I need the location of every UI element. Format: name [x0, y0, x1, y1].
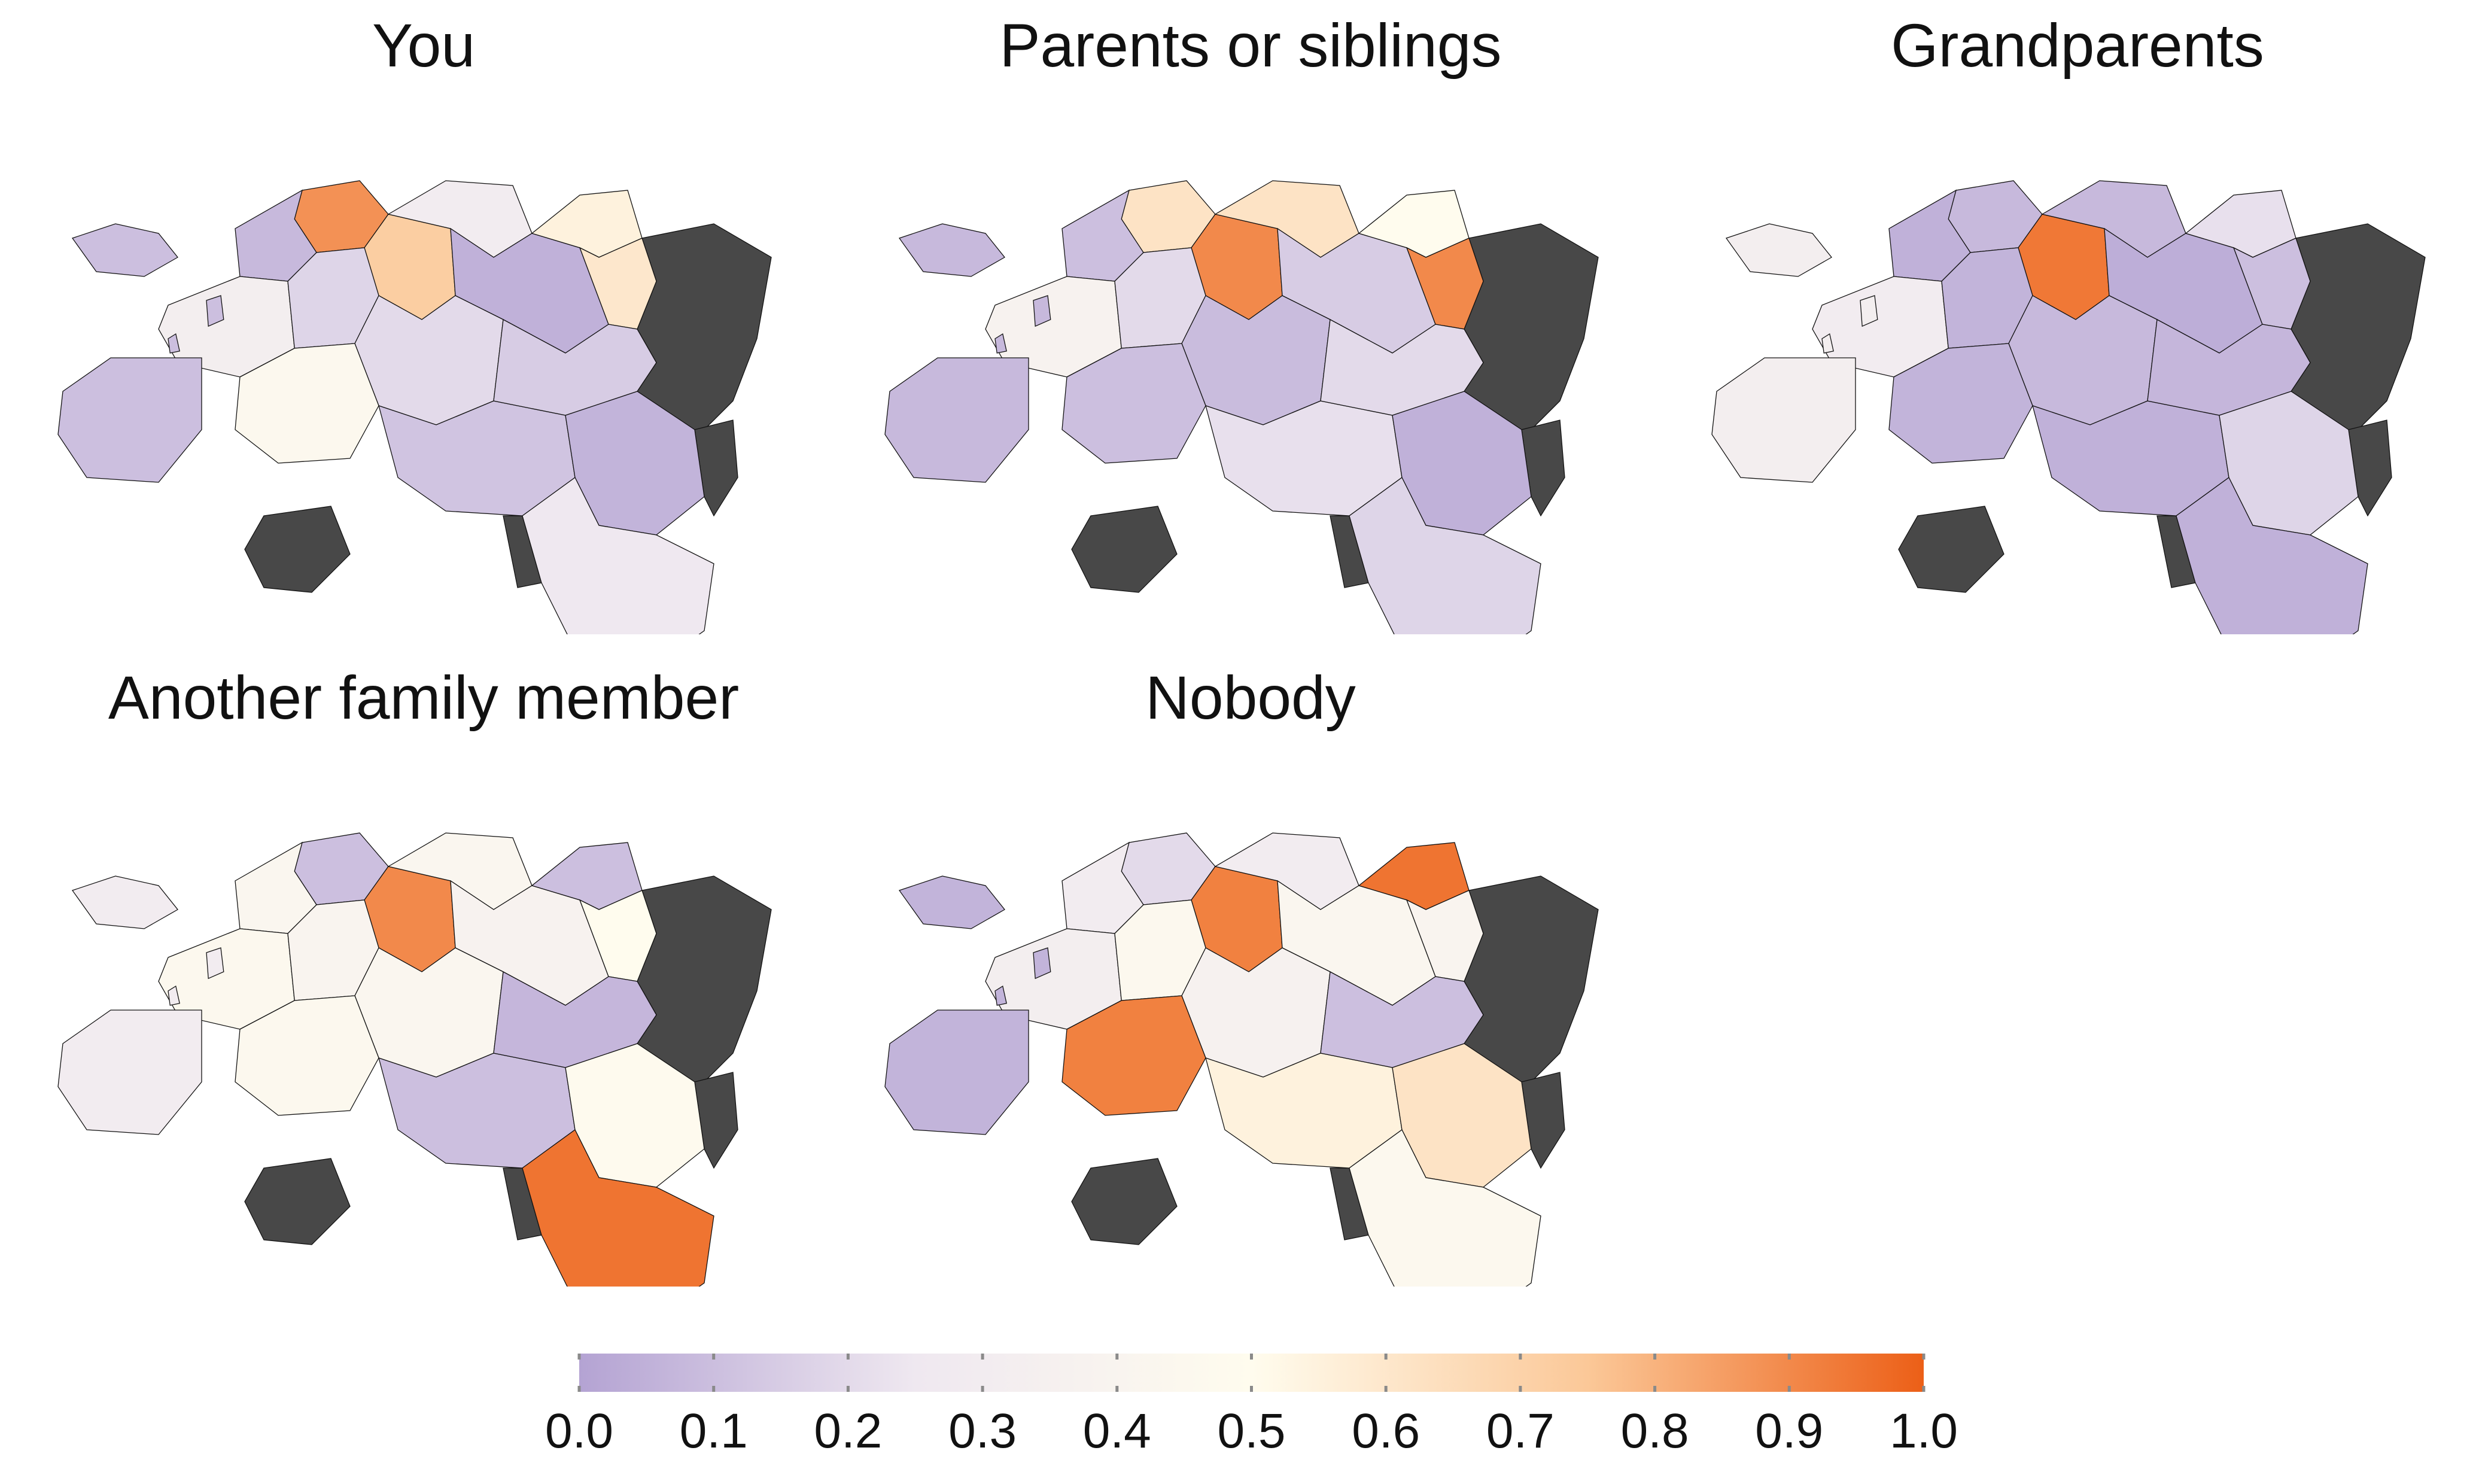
map-geometry [57, 180, 772, 634]
municipality-region [1320, 971, 1484, 1068]
municipality-region [884, 1009, 1029, 1135]
panel-title: Another family member [108, 664, 740, 732]
municipality-region [1061, 995, 1206, 1116]
no-data-region [2291, 223, 2426, 430]
colorbar-tick-label: 0.5 [1217, 1404, 1286, 1458]
no-data-region [1071, 506, 1178, 593]
colorbar-tick-label: 0.7 [1486, 1404, 1555, 1458]
panel-title: Nobody [1145, 664, 1356, 732]
municipality-region [1349, 1129, 1541, 1287]
no-data-region [244, 506, 351, 593]
map-geometry [57, 832, 772, 1287]
island-region [1033, 295, 1051, 327]
colorbar-tick-label: 0.1 [679, 1404, 748, 1458]
colorbar-tick-label: 0.0 [545, 1404, 613, 1458]
panel-title: Parents or siblings [999, 11, 1502, 80]
colorbar-tick-label: 0.6 [1352, 1404, 1420, 1458]
colorbar-tick-label: 0.9 [1755, 1404, 1824, 1458]
no-data-region [1521, 419, 1565, 517]
island-region [994, 333, 1007, 354]
choropleth-map [1711, 180, 2426, 634]
island-region [168, 333, 180, 354]
municipality-region [493, 318, 657, 416]
map-panel-you: You [11, 0, 836, 634]
municipality-region [522, 477, 714, 634]
panel-title: Grandparents [1891, 11, 2264, 80]
island-region [206, 295, 224, 327]
no-data-region [1898, 506, 2004, 593]
island-region [71, 875, 178, 929]
no-data-region [637, 875, 772, 1082]
no-data-region [244, 1158, 351, 1245]
colorbar-tick-label: 0.8 [1620, 1404, 1689, 1458]
map-geometry [1711, 180, 2426, 634]
municipality-region [57, 1009, 202, 1135]
colorbar-tick-label: 0.2 [814, 1404, 883, 1458]
island-region [1033, 947, 1051, 980]
no-data-region [1071, 1158, 1178, 1245]
choropleth-map [884, 832, 1599, 1287]
municipality-region [884, 357, 1029, 483]
island-region [1725, 223, 1832, 277]
map-panel-another-family-member: Another family member [11, 652, 836, 1287]
no-data-region [2348, 419, 2392, 517]
municipality-region [1061, 343, 1206, 464]
no-data-region [1464, 223, 1599, 430]
colorbar-gradient [579, 1354, 1924, 1392]
municipality-region [493, 971, 657, 1068]
municipality-region [235, 995, 379, 1116]
island-region [994, 985, 1007, 1006]
island-region [1821, 333, 1834, 354]
municipality-region [1711, 357, 1856, 483]
municipality-region [2176, 477, 2368, 634]
municipality-region [57, 357, 202, 483]
colorbar-tick-label: 0.3 [948, 1404, 1017, 1458]
map-panel-nobody: Nobody [838, 652, 1663, 1287]
municipality-region [1349, 477, 1541, 634]
map-panel-grandparents: Grandparents [1665, 0, 2473, 634]
municipality-region [1320, 318, 1484, 416]
choropleth-map [57, 180, 772, 634]
no-data-region [1521, 1072, 1565, 1169]
island-region [1860, 295, 1878, 327]
no-data-region [1464, 875, 1599, 1082]
no-data-region [694, 1072, 738, 1169]
choropleth-map [57, 832, 772, 1287]
municipality-region [1888, 343, 2033, 464]
island-region [168, 985, 180, 1006]
island-region [206, 947, 224, 980]
island-region [898, 875, 1005, 929]
no-data-region [637, 223, 772, 430]
colorbar-tick-label: 0.4 [1082, 1404, 1151, 1458]
colorbar-tick-label: 1.0 [1890, 1404, 1958, 1458]
map-panel-parents-or-siblings: Parents or siblings [838, 0, 1663, 634]
map-geometry [884, 832, 1599, 1287]
choropleth-map [884, 180, 1599, 634]
municipality-region [522, 1129, 714, 1287]
panel-title: You [372, 11, 476, 80]
municipality-region [235, 343, 379, 464]
map-geometry [884, 180, 1599, 634]
municipality-region [2147, 318, 2311, 416]
no-data-region [694, 419, 738, 517]
island-region [898, 223, 1005, 277]
island-region [71, 223, 178, 277]
